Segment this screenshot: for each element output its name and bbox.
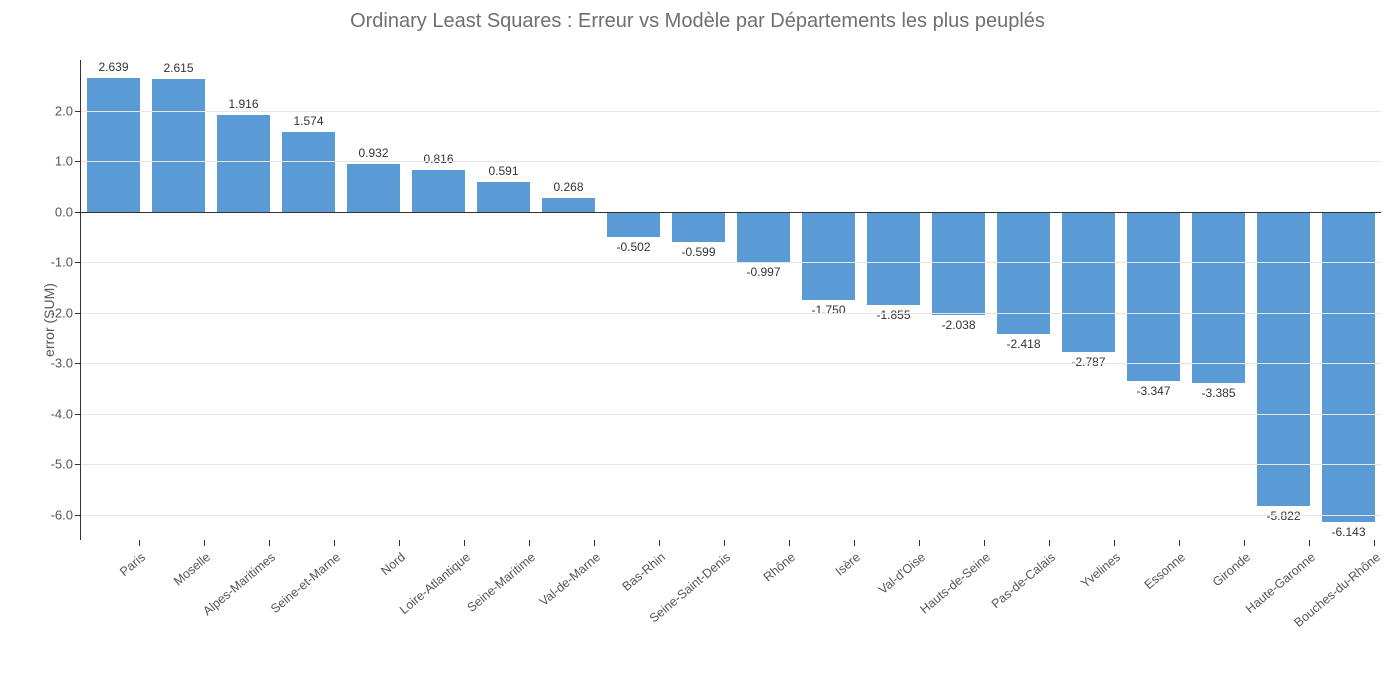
y-tick-label: -6.0 xyxy=(37,507,73,522)
x-tick-mark xyxy=(139,540,140,546)
bar xyxy=(282,132,335,212)
bar-value-label: -0.599 xyxy=(681,245,715,259)
bar xyxy=(1257,212,1310,506)
grid-line xyxy=(81,363,1381,364)
bar-value-label: -2.418 xyxy=(1006,337,1040,351)
grid-line xyxy=(81,313,1381,314)
bar xyxy=(542,198,595,212)
x-tick-mark xyxy=(204,540,205,546)
x-tick-mark xyxy=(529,540,530,546)
x-tick-mark xyxy=(659,540,660,546)
bar-value-label: -2.038 xyxy=(941,318,975,332)
bar-value-label: -1.750 xyxy=(811,303,845,317)
bar xyxy=(1127,212,1180,381)
y-tick-label: 1.0 xyxy=(37,154,73,169)
grid-line xyxy=(81,161,1381,162)
x-tick-mark xyxy=(464,540,465,546)
x-tick-mark xyxy=(1179,540,1180,546)
bar xyxy=(347,164,400,211)
bar-value-label: -0.997 xyxy=(746,265,780,279)
y-tick-label: 0.0 xyxy=(37,204,73,219)
chart-container: Ordinary Least Squares : Erreur vs Modèl… xyxy=(0,0,1395,660)
y-tick-label: -2.0 xyxy=(37,305,73,320)
y-tick-mark xyxy=(75,161,81,162)
x-axis-labels: ParisMoselleAlpes-MaritimesSeine-et-Marn… xyxy=(80,540,1380,660)
bar xyxy=(867,212,920,306)
plot-area: 2.639 2.615 1.916 1.574 0.932 0.816 0.591 0.268… xyxy=(80,60,1381,540)
y-tick-mark xyxy=(75,414,81,415)
y-tick-mark xyxy=(75,464,81,465)
x-tick-mark xyxy=(399,540,400,546)
bar-value-label: 2.639 xyxy=(98,60,128,74)
x-tick-mark xyxy=(594,540,595,546)
bar-value-label: 0.591 xyxy=(488,164,518,178)
bar xyxy=(1192,212,1245,383)
bar xyxy=(607,212,660,237)
grid-line xyxy=(81,515,1381,516)
x-tick-mark xyxy=(984,540,985,546)
y-tick-mark xyxy=(75,212,81,213)
x-tick-mark xyxy=(1049,540,1050,546)
x-tick-mark xyxy=(334,540,335,546)
bar-value-label: 0.816 xyxy=(423,152,453,166)
x-tick-mark xyxy=(919,540,920,546)
x-tick-mark xyxy=(854,540,855,546)
grid-line xyxy=(81,464,1381,465)
y-tick-label: -4.0 xyxy=(37,406,73,421)
y-tick-mark xyxy=(75,363,81,364)
bars-layer: 2.639 2.615 1.916 1.574 0.932 0.816 0.591 0.268… xyxy=(81,60,1381,540)
bar xyxy=(412,170,465,211)
x-tick-mark xyxy=(1244,540,1245,546)
bar-value-label: -1.855 xyxy=(876,308,910,322)
bar xyxy=(737,212,790,262)
x-tick-mark xyxy=(1374,540,1375,546)
y-tick-label: -3.0 xyxy=(37,356,73,371)
grid-line xyxy=(81,414,1381,415)
bar-value-label: -0.502 xyxy=(616,240,650,254)
bar-value-label: -6.143 xyxy=(1331,525,1365,539)
bar-value-label: 0.932 xyxy=(358,146,388,160)
y-tick-mark xyxy=(75,262,81,263)
bar xyxy=(1322,212,1375,522)
bar xyxy=(152,79,205,211)
bar-value-label: -3.385 xyxy=(1201,386,1235,400)
y-tick-mark xyxy=(75,515,81,516)
x-tick-mark xyxy=(789,540,790,546)
bar xyxy=(477,182,530,212)
bar-value-label: -5.822 xyxy=(1266,509,1300,523)
y-tick-label: 2.0 xyxy=(37,103,73,118)
y-tick-mark xyxy=(75,313,81,314)
y-tick-label: -5.0 xyxy=(37,457,73,472)
bar-value-label: 0.268 xyxy=(553,180,583,194)
chart-title: Ordinary Least Squares : Erreur vs Modèl… xyxy=(0,10,1395,33)
grid-line xyxy=(81,212,1381,213)
x-tick-mark xyxy=(724,540,725,546)
x-tick-mark xyxy=(269,540,270,546)
y-tick-mark xyxy=(75,111,81,112)
bar-value-label: 1.916 xyxy=(228,97,258,111)
x-tick-mark xyxy=(1114,540,1115,546)
grid-line xyxy=(81,111,1381,112)
y-tick-label: -1.0 xyxy=(37,255,73,270)
bar xyxy=(217,115,270,212)
bar-value-label: 2.615 xyxy=(163,61,193,75)
bar xyxy=(1062,212,1115,353)
bar-value-label: 1.574 xyxy=(293,114,323,128)
bar xyxy=(672,212,725,242)
bar xyxy=(802,212,855,300)
bar-value-label: -3.347 xyxy=(1136,384,1170,398)
bar xyxy=(87,78,140,211)
grid-line xyxy=(81,262,1381,263)
bar xyxy=(997,212,1050,334)
x-tick-mark xyxy=(1309,540,1310,546)
